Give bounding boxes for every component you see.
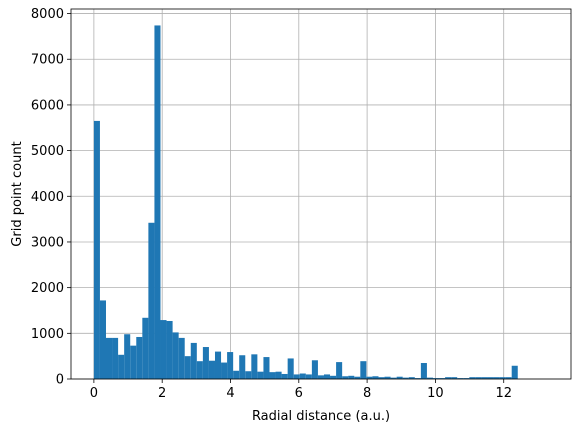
histogram-bar xyxy=(432,378,440,379)
histogram-bar xyxy=(372,376,379,379)
x-tick-label: 6 xyxy=(295,386,303,401)
histogram-bar xyxy=(384,376,391,379)
histogram-bar xyxy=(251,354,258,379)
histogram-bar xyxy=(214,351,222,379)
histogram-bar xyxy=(360,361,367,379)
histogram-bar xyxy=(390,377,397,379)
histogram-bar xyxy=(233,370,240,379)
histogram-bar xyxy=(178,337,185,379)
histogram-bar xyxy=(396,376,403,379)
ticks-layer: 0 2 4 6 8 10 12 0 1000 2000 3000 4000 5000 6000 7000 80… xyxy=(31,7,512,401)
histogram-bar xyxy=(239,355,246,379)
y-tick-label: 6000 xyxy=(31,98,64,113)
histogram-bar xyxy=(469,377,476,379)
histogram-bar xyxy=(160,320,167,379)
histogram-bar xyxy=(166,320,173,379)
histogram-bar xyxy=(305,374,312,379)
histogram-bar xyxy=(275,371,282,379)
histogram-bar xyxy=(451,377,458,379)
histogram-bar xyxy=(299,373,306,379)
histogram-bar xyxy=(202,347,209,379)
histogram-bar xyxy=(499,377,506,379)
x-tick-label: 0 xyxy=(90,386,98,401)
x-tick-label: 10 xyxy=(427,386,444,401)
y-tick-label: 0 xyxy=(56,373,64,388)
histogram-bar xyxy=(342,376,349,379)
histogram-bar xyxy=(99,300,106,379)
histogram-bar xyxy=(112,337,119,379)
histogram-bar xyxy=(227,352,234,379)
histogram-bar xyxy=(402,377,409,379)
histogram-bar xyxy=(281,373,288,379)
x-tick-label: 12 xyxy=(495,386,512,401)
histogram-bar xyxy=(263,357,270,379)
histogram-bar xyxy=(208,360,215,379)
histogram-bar xyxy=(408,377,415,379)
histogram-bar xyxy=(426,377,433,379)
histogram-bar xyxy=(93,120,100,380)
histogram-bar xyxy=(317,375,324,379)
y-tick-label: 1000 xyxy=(31,327,64,342)
histogram-bar xyxy=(505,377,512,379)
y-tick-label: 7000 xyxy=(31,53,64,68)
histogram-bar xyxy=(414,378,421,379)
y-axis-label: Grid point count xyxy=(10,141,25,246)
histogram-bar xyxy=(323,374,331,379)
histogram-bar xyxy=(257,371,264,379)
y-tick-label: 2000 xyxy=(31,281,64,296)
histogram-bar xyxy=(420,363,427,379)
x-axis-label: Radial distance (a.u.) xyxy=(252,409,390,424)
histogram-bar xyxy=(330,375,337,379)
histogram-bar xyxy=(366,376,373,379)
histogram-bar xyxy=(190,342,197,379)
histogram-bar xyxy=(221,362,228,379)
histogram-bar xyxy=(172,332,179,379)
histogram-bar xyxy=(493,377,500,379)
histogram-bar xyxy=(463,378,470,379)
histogram-bar xyxy=(142,317,149,379)
bars-layer xyxy=(93,25,518,380)
x-tick-label: 2 xyxy=(158,386,166,401)
histogram-bar xyxy=(245,371,252,379)
y-tick-label: 4000 xyxy=(31,190,64,205)
histogram-bar xyxy=(481,377,488,379)
y-tick-label: 8000 xyxy=(31,7,64,22)
histogram-bar xyxy=(130,345,137,379)
histogram-bar xyxy=(511,365,518,379)
histogram-bar xyxy=(439,378,446,379)
histogram-bar xyxy=(196,361,203,379)
x-tick-label: 4 xyxy=(226,386,234,401)
histogram-bar xyxy=(124,334,131,379)
histogram-bar xyxy=(269,372,276,379)
histogram-bar xyxy=(457,378,464,379)
histogram-bar xyxy=(487,377,494,379)
histogram-bar xyxy=(475,377,482,379)
histogram-bar xyxy=(287,358,294,379)
y-tick-label: 5000 xyxy=(31,144,64,159)
histogram-bar xyxy=(118,354,125,379)
histogram-bar xyxy=(184,356,191,379)
histogram-bar xyxy=(445,377,452,379)
histogram-bar xyxy=(348,375,355,379)
y-tick-label: 3000 xyxy=(31,235,64,250)
histogram-bar xyxy=(136,336,143,379)
histogram-bar xyxy=(378,377,385,379)
histogram-bar xyxy=(311,360,318,379)
histogram-bar xyxy=(336,362,343,379)
histogram-bar xyxy=(105,337,113,379)
histogram-bar xyxy=(293,374,300,379)
histogram-bar xyxy=(354,376,361,379)
histogram-bar xyxy=(154,25,161,379)
histogram-bar xyxy=(148,222,155,379)
plot-frame xyxy=(70,8,572,380)
x-tick-label: 8 xyxy=(363,386,371,401)
